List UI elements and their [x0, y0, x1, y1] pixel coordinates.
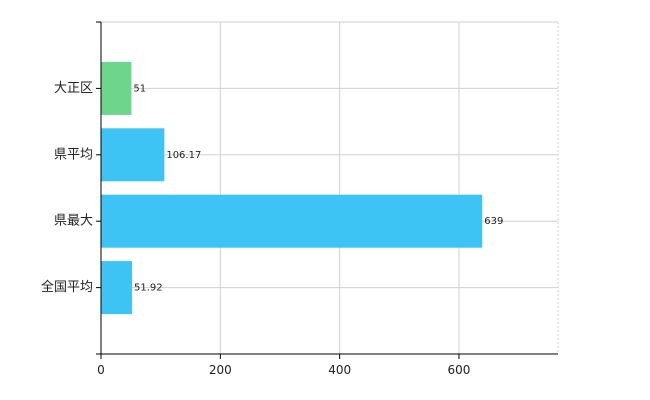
x-tick-label: 200: [209, 363, 232, 377]
axis-layer: [96, 21, 558, 359]
label-layer: 大正区 51 県平均 106.17 県最大 639 全国平均 51.92 0 200 400 600: [41, 81, 503, 377]
bar: [101, 261, 132, 315]
x-tick-label: 0: [97, 363, 105, 377]
x-tick-label: 400: [328, 363, 351, 377]
category-label: 県平均: [54, 147, 93, 162]
x-tick-label: 600: [448, 363, 471, 377]
category-label: 県最大: [54, 214, 93, 229]
category-label: 全国平均: [41, 279, 93, 295]
bar: [101, 61, 132, 115]
category-label: 大正区: [54, 81, 93, 96]
bar: [101, 194, 483, 248]
bar-layer: [101, 61, 483, 315]
data-label: 106.17: [166, 150, 201, 161]
data-label: 639: [484, 216, 503, 227]
bar: [101, 128, 165, 182]
data-label: 51: [133, 83, 146, 94]
grid-layer: [101, 21, 559, 354]
data-label: 51.92: [134, 283, 163, 294]
